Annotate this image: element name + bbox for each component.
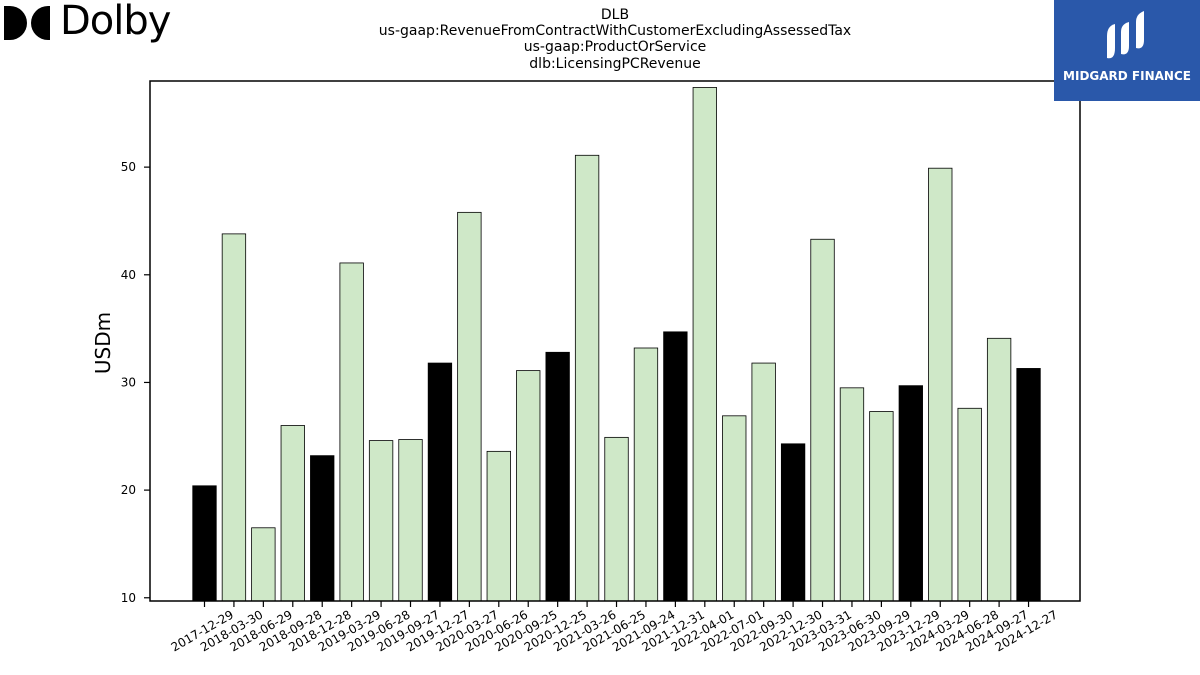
y-axis-label: USDm bbox=[91, 312, 115, 374]
dolby-wordmark: Dolby bbox=[60, 0, 171, 44]
bar-2018-12-28 bbox=[310, 455, 335, 602]
bar-2023-03-31 bbox=[810, 238, 835, 602]
plot-frame bbox=[149, 80, 1081, 602]
bar-2021-06-25 bbox=[604, 436, 629, 602]
bars-layer bbox=[192, 87, 1041, 602]
bar-2019-09-27 bbox=[398, 439, 423, 602]
midgard-finance-logo: MIDGARD FINANCE bbox=[1054, 0, 1200, 101]
bar-2018-03-30 bbox=[221, 233, 247, 602]
y-tick-label: 50 bbox=[121, 160, 136, 174]
bar-2020-09-25 bbox=[516, 370, 541, 602]
bar-2023-09-29 bbox=[869, 411, 894, 602]
bar-2022-04-01 bbox=[692, 87, 717, 602]
midgard-emblem-icon bbox=[1107, 11, 1144, 59]
midgard-finance-text: MIDGARD FINANCE bbox=[1063, 69, 1191, 83]
bar-2024-06-28 bbox=[957, 407, 982, 602]
bar-2019-03-29 bbox=[339, 262, 364, 602]
bar-2018-06-29 bbox=[251, 527, 276, 602]
bar-2020-03-27 bbox=[457, 211, 482, 602]
y-tick-label: 20 bbox=[121, 483, 136, 497]
bar-2023-06-30 bbox=[839, 387, 865, 602]
bar-2019-06-28 bbox=[368, 440, 394, 602]
chart-title-line-2: us-gaap:RevenueFromContractWithCustomerE… bbox=[378, 23, 852, 39]
chart-title-line-1: DLB bbox=[600, 7, 630, 23]
dolby-logo: Dolby bbox=[4, 0, 174, 48]
y-tick-label: 30 bbox=[121, 375, 136, 389]
bar-2020-12-25 bbox=[545, 351, 570, 602]
chart-title-line-4: dlb:LicensingPCRevenue bbox=[529, 56, 701, 72]
chart-title-line-3: us-gaap:ProductOrService bbox=[523, 39, 707, 55]
bar-2019-12-27 bbox=[427, 362, 453, 602]
x-axis: 2017-12-292018-03-302018-06-292018-09-28… bbox=[169, 601, 1060, 654]
bar-2017-12-29 bbox=[192, 485, 217, 602]
bar-2024-03-29 bbox=[928, 167, 953, 602]
bar-2022-09-30 bbox=[751, 362, 776, 602]
dolby-double-d-icon bbox=[4, 6, 50, 40]
bar-2021-12-31 bbox=[663, 331, 688, 602]
bar-2023-12-29 bbox=[898, 385, 923, 602]
bar-2024-09-27 bbox=[986, 337, 1012, 602]
bar-2018-09-28 bbox=[280, 425, 305, 602]
bar-2021-03-26 bbox=[574, 154, 600, 602]
bar-2022-12-30 bbox=[780, 443, 806, 602]
y-tick-label: 10 bbox=[121, 591, 136, 605]
y-tick-label: 40 bbox=[121, 268, 136, 282]
y-axis: 10 20 30 40 50 bbox=[121, 160, 150, 605]
bar-2021-09-24 bbox=[633, 347, 659, 602]
bar-2020-06-26 bbox=[486, 450, 511, 602]
bar-2024-12-27 bbox=[1016, 368, 1041, 602]
bar-2022-07-01 bbox=[722, 415, 747, 602]
